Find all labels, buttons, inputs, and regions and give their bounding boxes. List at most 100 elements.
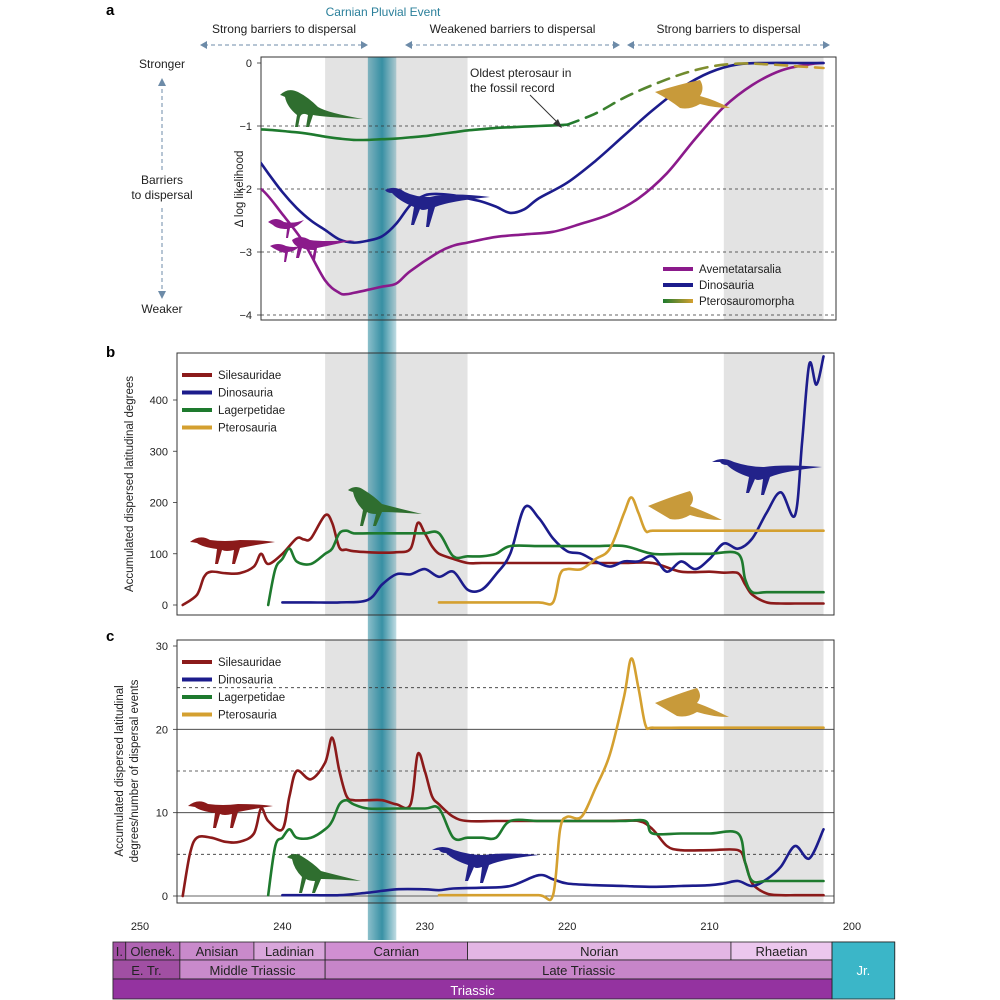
- series-line-c-lagerpetidae: [266, 798, 825, 897]
- ytick-a: −1: [239, 121, 252, 133]
- legend-swatch-c: [182, 695, 212, 699]
- timescale-epoch-label: E. Tr.: [131, 963, 161, 978]
- ytick-c: 0: [162, 891, 168, 903]
- legend-swatch-b: [182, 425, 212, 430]
- panel-c-frame: [176, 639, 835, 904]
- series-line-c-silesauridae: [181, 736, 825, 898]
- ytick-b: 0: [162, 600, 168, 612]
- annotation-arrow: [529, 94, 561, 126]
- series-line-b-pterosauria: [437, 496, 825, 606]
- ytick-a: −3: [239, 247, 252, 259]
- silesaurid-silhouette-c: [188, 801, 273, 828]
- dinosaur-silhouette-a: [385, 187, 490, 227]
- timescale-period-label: Triassic: [450, 983, 495, 998]
- barrier-arrowhead: [613, 41, 620, 49]
- timescale-stage-label: Olenek.: [130, 944, 175, 959]
- ytick-a: −2: [239, 184, 252, 196]
- series-line-a-pterosauromorpha: [261, 123, 569, 142]
- legend-swatch-b: [182, 373, 212, 377]
- panel-letter-b: b: [106, 344, 115, 361]
- legend-label-b: Silesauridae: [218, 370, 281, 382]
- panel-a-ylabel: Δ log likelihood: [234, 151, 246, 228]
- legend-swatch-b: [182, 408, 212, 412]
- timescale-jurassic-label: Jr.: [857, 963, 871, 978]
- legend-label-a: Pterosauromorpha: [699, 296, 795, 308]
- ytick-a: −4: [239, 310, 252, 322]
- barrier-arrowhead: [823, 41, 830, 49]
- series-line-b-lagerpetidae: [266, 529, 825, 607]
- background-shading: [325, 57, 824, 940]
- series-line-a-pterosauromorpha-dashed-: [565, 62, 825, 126]
- avemetatarsalian-silhouettes-a: [268, 219, 355, 262]
- silesaurid-silhouette-b: [190, 537, 275, 564]
- series-lines: [181, 61, 825, 902]
- timescale-epoch-label: Late Triassic: [542, 963, 615, 978]
- legend-swatch-b: [182, 390, 212, 395]
- legends: Avemetatarsalia Dinosauria Pterosauromorph…: [182, 264, 795, 722]
- legend-swatch-c: [182, 660, 212, 664]
- time-tick-label: 240: [273, 921, 291, 933]
- legend-swatch-a: [663, 283, 693, 287]
- dinosaur-silhouette-c: [432, 847, 539, 883]
- legend-label-a: Avemetatarsalia: [699, 264, 782, 276]
- legend-swatch-a: [663, 267, 693, 271]
- timescale-epoch-label: Middle Triassic: [210, 963, 296, 978]
- lagerpetid-silhouette-c: [287, 854, 361, 893]
- side-stronger: Stronger: [139, 57, 185, 71]
- legend-swatch-c: [182, 712, 212, 717]
- series-line-b-silesauridae: [181, 513, 825, 607]
- legend-label-c: Lagerpetidae: [218, 692, 285, 704]
- timescale-stage-label: Carnian: [374, 944, 420, 959]
- pterosaur-silhouette-c: [655, 688, 729, 717]
- legend-swatch-a: [663, 299, 693, 303]
- barrier-arrowhead: [627, 41, 634, 49]
- time-tick-label: 230: [416, 921, 434, 933]
- lagerpetid-silhouette-a: [280, 90, 363, 127]
- pterosaur-silhouette-b: [648, 491, 722, 520]
- legend-label-b: Dinosauria: [218, 388, 274, 400]
- cpe-title: Carnian Pluvial Event: [326, 5, 441, 19]
- side-arrowhead-up: [158, 78, 166, 86]
- panel-letter-a: a: [106, 2, 115, 19]
- panel-b-ylabel: Accumulated dispersed latitudinal degree…: [124, 376, 136, 592]
- oldest-pterosaur-annotation: Oldest pterosaur in the fossil record: [470, 66, 571, 128]
- barrier-side-axis: Stronger Weaker Barriers to dispersal: [131, 57, 192, 316]
- shaded-interval-a-1: [723, 57, 824, 320]
- side-barriers-label: Barriers to dispersal: [131, 173, 192, 202]
- side-weaker: Weaker: [141, 302, 182, 316]
- barrier-label: Weakened barriers to dispersal: [430, 22, 596, 36]
- legend-swatch-c: [182, 677, 212, 682]
- panel-b-frame: [176, 352, 835, 616]
- ytick-b: 400: [150, 395, 168, 407]
- series-line-c-pterosauria: [437, 657, 825, 902]
- dinosaur-silhouette-b: [712, 459, 822, 495]
- ytick-c: 10: [156, 808, 168, 820]
- legend-label-b: Pterosauria: [218, 423, 277, 435]
- time-tick-label: 200: [843, 921, 861, 933]
- barrier-arrowhead: [361, 41, 368, 49]
- time-tick-label: 220: [558, 921, 576, 933]
- tick-labels: 0 −1 −2 −3 −4 0 100 200 300 400 0 10 20 30 250 240 230 22…: [131, 58, 861, 933]
- geologic-timescale: I. Olenek. Anisian Ladinian Carnian Norian Rha…: [112, 941, 896, 1000]
- time-tick-label: 210: [700, 921, 718, 933]
- series-group-a: [261, 61, 825, 296]
- legend-label-b: Lagerpetidae: [218, 405, 285, 417]
- ytick-a: 0: [246, 58, 252, 70]
- legend-label-c: Dinosauria: [218, 675, 274, 687]
- ytick-b: 300: [150, 446, 168, 458]
- timescale-stage-label: Rhaetian: [755, 944, 807, 959]
- barrier-label: Strong barriers to dispersal: [656, 22, 800, 36]
- timescale-stage-label: Norian: [580, 944, 618, 959]
- legend-label-c: Pterosauria: [218, 710, 277, 722]
- series-line-a-avemetatarsalia: [261, 61, 825, 296]
- pterosaur-silhouette-a: [655, 80, 730, 109]
- series-line-a-dinosauria: [261, 61, 825, 244]
- barrier-arrowhead: [200, 41, 207, 49]
- lagerpetid-silhouette-b: [348, 487, 422, 526]
- timescale-stage-label: Ladinian: [265, 944, 314, 959]
- ytick-c: 30: [156, 641, 168, 653]
- barrier-arrowhead: [405, 41, 412, 49]
- legend-label-a: Dinosauria: [699, 280, 755, 292]
- series-group-c: [181, 657, 825, 902]
